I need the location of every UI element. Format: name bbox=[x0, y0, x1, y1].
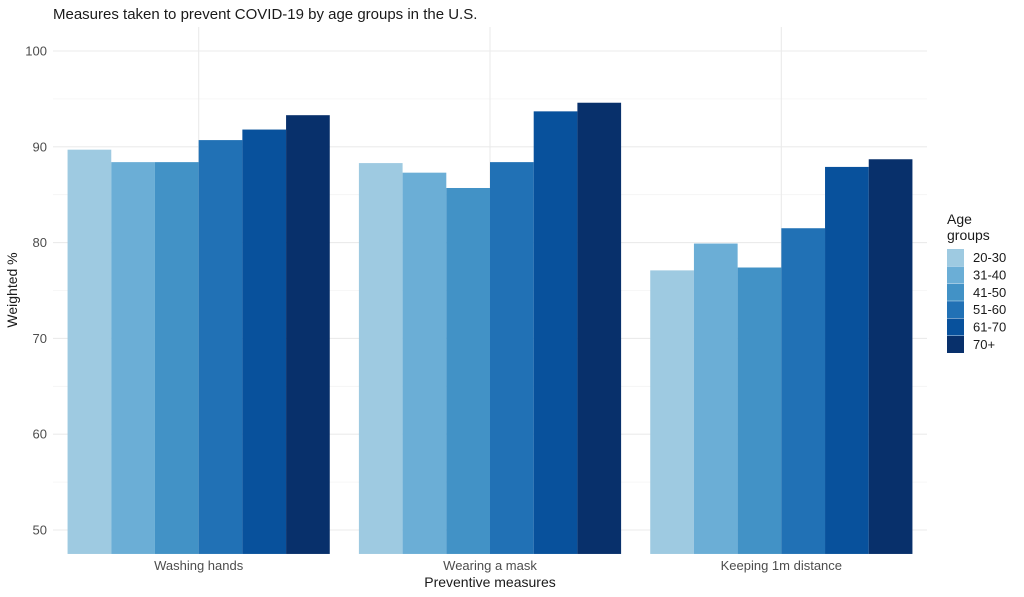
x-tick-label: Wearing a mask bbox=[443, 558, 537, 573]
bar bbox=[490, 162, 534, 554]
legend-swatch bbox=[947, 283, 964, 301]
y-tick-label: 90 bbox=[33, 139, 47, 154]
legend-title-line-2: groups bbox=[947, 227, 990, 243]
bar bbox=[650, 270, 694, 554]
legend-label: 61-70 bbox=[973, 320, 1006, 335]
chart-title: Measures taken to prevent COVID-19 by ag… bbox=[53, 6, 477, 23]
bar bbox=[111, 162, 155, 554]
y-tick-label: 50 bbox=[33, 523, 47, 538]
bars bbox=[67, 102, 913, 554]
bar bbox=[693, 243, 738, 554]
legend-items: 20-30 31-40 41-50 51-60 61-70 70+ bbox=[947, 249, 1006, 353]
bar bbox=[781, 228, 826, 554]
y-tick-label: 60 bbox=[33, 427, 47, 442]
bar bbox=[67, 149, 112, 554]
x-axis-title: Preventive measures bbox=[424, 574, 556, 590]
legend-swatch bbox=[947, 318, 964, 336]
y-tick-label: 80 bbox=[33, 235, 47, 250]
bar bbox=[402, 172, 447, 554]
bar bbox=[737, 267, 782, 554]
legend-swatch bbox=[947, 301, 964, 319]
bar bbox=[868, 159, 913, 554]
x-tick-label: Keeping 1m distance bbox=[721, 558, 842, 573]
y-axis-ticks: 50 60 70 80 90 100 bbox=[25, 44, 47, 538]
legend-label: 51-60 bbox=[973, 302, 1006, 317]
bar bbox=[533, 111, 578, 554]
bar bbox=[198, 140, 243, 554]
legend-label: 20-30 bbox=[973, 250, 1006, 265]
bar bbox=[154, 162, 199, 554]
legend: Age groups 20-30 31-40 41-50 51-60 61-70 70+ bbox=[947, 211, 1006, 353]
x-tick-label: Washing hands bbox=[154, 558, 244, 573]
bar bbox=[358, 163, 403, 554]
x-axis-ticks: Washing hands Wearing a mask Keeping 1m di… bbox=[154, 558, 842, 573]
legend-label: 41-50 bbox=[973, 285, 1006, 300]
bar bbox=[242, 129, 287, 554]
legend-label: 31-40 bbox=[973, 267, 1006, 282]
legend-title-line-1: Age bbox=[947, 211, 972, 227]
y-tick-label: 100 bbox=[25, 44, 47, 59]
bar bbox=[446, 187, 490, 554]
y-axis-title: Weighted % bbox=[4, 252, 20, 327]
bar bbox=[577, 102, 622, 554]
legend-swatch bbox=[947, 336, 964, 353]
legend-swatch bbox=[947, 266, 964, 284]
legend-label: 70+ bbox=[973, 337, 995, 352]
bar bbox=[825, 166, 869, 554]
bar bbox=[286, 115, 330, 554]
legend-swatch bbox=[947, 249, 964, 266]
y-tick-label: 70 bbox=[33, 331, 47, 346]
